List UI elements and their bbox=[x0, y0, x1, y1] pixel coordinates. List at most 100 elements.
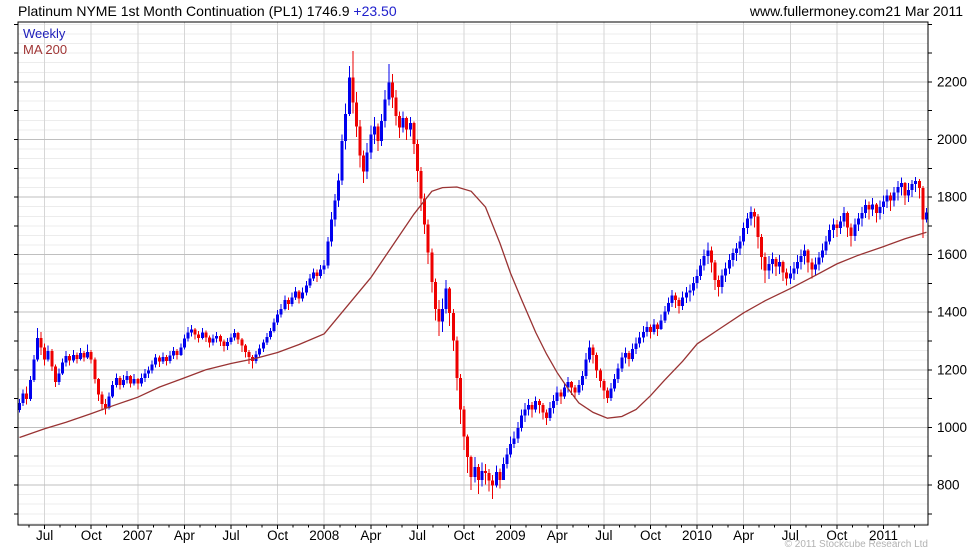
candle-body bbox=[691, 282, 695, 291]
y-axis-label: 1000 bbox=[937, 420, 967, 435]
candle-body bbox=[806, 250, 810, 263]
candle-body bbox=[365, 152, 369, 172]
candle-body bbox=[129, 376, 133, 384]
candle-body bbox=[530, 404, 534, 410]
candle-body bbox=[778, 261, 782, 267]
candle-body bbox=[200, 332, 204, 339]
candle-body bbox=[752, 212, 756, 217]
legend-timeframe: Weekly bbox=[23, 26, 66, 41]
candle-body bbox=[430, 252, 434, 282]
candle-body bbox=[484, 471, 488, 473]
candle-body bbox=[233, 332, 237, 338]
candle-body bbox=[555, 392, 559, 401]
candle-body bbox=[509, 444, 513, 455]
candle-body bbox=[537, 400, 541, 405]
candle-body bbox=[401, 117, 405, 128]
candle-body bbox=[501, 464, 505, 480]
candle-body bbox=[627, 353, 631, 359]
candle-body bbox=[871, 204, 875, 210]
candle-body bbox=[455, 340, 459, 378]
candle-body bbox=[157, 357, 161, 362]
candle-body bbox=[96, 379, 100, 395]
candle-body bbox=[519, 415, 523, 428]
candle-body bbox=[864, 205, 868, 213]
candle-body bbox=[258, 348, 262, 355]
candle-body bbox=[358, 126, 362, 156]
candle-body bbox=[925, 212, 928, 220]
candle-body bbox=[437, 308, 441, 322]
candle-body bbox=[702, 256, 706, 266]
candle-body bbox=[118, 377, 122, 385]
candle-body bbox=[186, 332, 190, 339]
candle-body bbox=[100, 394, 104, 404]
candle-body bbox=[577, 384, 581, 393]
candle-body bbox=[734, 248, 738, 254]
candle-body bbox=[283, 300, 287, 309]
candle-body bbox=[268, 331, 272, 337]
candle-body bbox=[853, 224, 857, 236]
candle-body bbox=[179, 347, 183, 355]
chart-title: Platinum NYME 1st Month Continuation (PL… bbox=[18, 3, 397, 19]
candle-body bbox=[491, 480, 495, 486]
candle-body bbox=[803, 250, 807, 257]
candle-body bbox=[648, 327, 652, 332]
candle-body bbox=[329, 219, 333, 242]
x-axis-label: 2007 bbox=[123, 528, 153, 543]
candle-body bbox=[799, 256, 803, 262]
candle-body bbox=[738, 241, 742, 249]
candle-body bbox=[595, 354, 599, 371]
candle-body bbox=[215, 335, 219, 339]
candle-body bbox=[910, 184, 914, 190]
candle-body bbox=[276, 314, 280, 323]
x-axis-label: Jul bbox=[782, 528, 799, 543]
candle-body bbox=[229, 337, 233, 343]
candle-body bbox=[261, 342, 265, 349]
candle-body bbox=[717, 279, 721, 287]
candle-body bbox=[677, 300, 681, 306]
candle-body bbox=[469, 456, 473, 477]
x-axis-label: 2008 bbox=[309, 528, 339, 543]
x-axis-label: Oct bbox=[640, 528, 661, 543]
candle-body bbox=[620, 357, 624, 369]
candle-body bbox=[383, 99, 387, 121]
site-label: www.fullermoney.com bbox=[749, 3, 885, 19]
candle-body bbox=[286, 300, 290, 305]
x-axis-label: Jul bbox=[409, 528, 426, 543]
candle-body bbox=[111, 384, 115, 397]
candle-body bbox=[588, 347, 592, 360]
candle-body bbox=[645, 327, 649, 332]
legend: Weekly MA 200 bbox=[23, 26, 67, 58]
candle-body bbox=[598, 370, 602, 381]
candle-body bbox=[756, 216, 760, 237]
candle-body bbox=[347, 77, 351, 115]
candle-body bbox=[720, 275, 724, 287]
candle-body bbox=[164, 356, 168, 362]
candle-body bbox=[265, 336, 269, 343]
candle-body bbox=[659, 320, 663, 329]
candle-body bbox=[631, 349, 635, 359]
candle-body bbox=[408, 122, 412, 130]
candle-body bbox=[831, 224, 835, 231]
x-axis-label: Jul bbox=[222, 528, 239, 543]
candle-body bbox=[208, 337, 212, 343]
candle-body bbox=[584, 359, 588, 377]
candle-body bbox=[838, 221, 842, 229]
candle-body bbox=[53, 366, 57, 382]
candle-body bbox=[247, 351, 251, 358]
candles-layer bbox=[18, 50, 928, 499]
ma-200-line bbox=[19, 186, 927, 439]
candle-body bbox=[369, 134, 373, 153]
candle-body bbox=[218, 335, 222, 342]
candle-body bbox=[294, 291, 298, 298]
candle-body bbox=[43, 347, 47, 360]
x-axis-label: Apr bbox=[174, 528, 196, 543]
candle-body bbox=[810, 262, 814, 270]
candle-body bbox=[674, 295, 678, 301]
candle-body bbox=[781, 261, 785, 273]
candle-body bbox=[856, 218, 860, 225]
candle-body bbox=[315, 272, 319, 276]
x-axis-label: Oct bbox=[267, 528, 288, 543]
candle-body bbox=[559, 392, 563, 397]
